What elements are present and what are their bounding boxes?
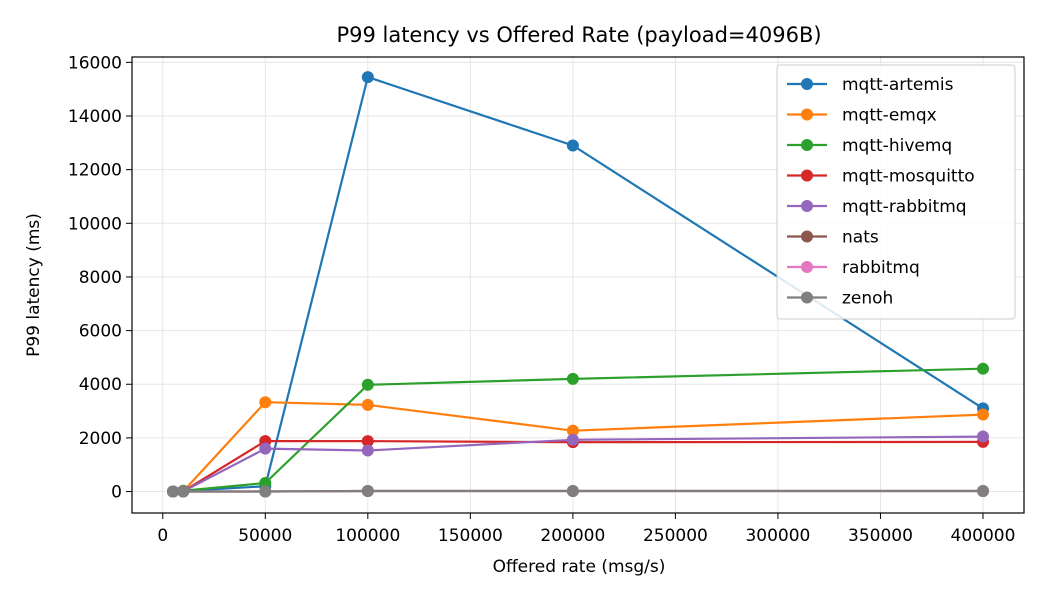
data-point xyxy=(361,435,374,448)
series-layer xyxy=(167,71,989,498)
x-tick-label: 150000 xyxy=(438,526,503,546)
legend-box xyxy=(776,64,1016,320)
y-tick-label: 14000 xyxy=(68,107,122,127)
y-tick-label: 12000 xyxy=(68,161,122,181)
series-line xyxy=(172,401,984,493)
legend-swatch-marker xyxy=(801,261,813,273)
data-point xyxy=(361,444,374,457)
data-point xyxy=(976,408,989,421)
legend-item: zenoh xyxy=(787,289,893,309)
data-point xyxy=(566,372,579,385)
chart-title: P99 latency vs Offered Rate (payload=409… xyxy=(336,23,821,47)
data-point xyxy=(361,378,374,391)
legend-item: rabbitmq xyxy=(787,258,920,278)
x-tick-label: 400000 xyxy=(951,526,1016,546)
series-mqtt-emqx xyxy=(167,396,989,498)
x-axis-title: Offered rate (msg/s) xyxy=(493,557,666,577)
data-point xyxy=(566,139,579,152)
legend-label: mqtt-artemis xyxy=(842,75,954,95)
y-tick-label: 4000 xyxy=(79,375,122,395)
legend: mqtt-artemis mqtt-emqx mqtt-hivemq mqtt-mos… xyxy=(776,64,1016,320)
y-tick-label: 2000 xyxy=(79,429,122,449)
data-point xyxy=(361,485,374,498)
legend-swatch-marker xyxy=(801,78,813,90)
data-point xyxy=(361,71,374,84)
legend-label: mqtt-rabbitmq xyxy=(842,197,967,217)
x-axis-ticks: 0 50000 100000 150000 200000 250000 300000 3500… xyxy=(157,513,1015,546)
legend-label: rabbitmq xyxy=(842,258,920,278)
data-point xyxy=(259,476,272,489)
legend-item: nats xyxy=(787,228,879,248)
y-tick-label: 16000 xyxy=(68,53,122,73)
legend-label: nats xyxy=(842,228,879,248)
x-tick-label: 0 xyxy=(157,526,168,546)
x-tick-label: 250000 xyxy=(643,526,708,546)
legend-item: mqtt-hivemq xyxy=(787,136,952,156)
y-tick-label: 0 xyxy=(111,483,122,503)
y-axis-ticks: 0 2000 4000 6000 8000 10000 12000 14000 16000 xyxy=(68,53,132,503)
y-tick-label: 6000 xyxy=(79,322,122,342)
data-point xyxy=(566,424,579,437)
data-point xyxy=(976,485,989,498)
legend-swatch-marker xyxy=(801,200,813,212)
data-point xyxy=(566,485,579,498)
legend-item: mqtt-artemis xyxy=(787,75,954,95)
legend-label: mqtt-emqx xyxy=(842,106,937,126)
data-point xyxy=(259,442,272,455)
y-tick-label: 8000 xyxy=(79,268,122,288)
x-tick-label: 200000 xyxy=(540,526,605,546)
series-zenoh xyxy=(167,485,989,498)
legend-item: mqtt-emqx xyxy=(787,106,937,126)
data-point xyxy=(976,430,989,443)
legend-item: mqtt-mosquitto xyxy=(787,167,975,187)
legend-label: zenoh xyxy=(842,289,893,309)
data-point xyxy=(976,362,989,375)
legend-swatch-marker xyxy=(801,139,813,151)
data-point xyxy=(167,485,180,498)
x-tick-label: 300000 xyxy=(745,526,810,546)
y-axis-title: P99 latency (ms) xyxy=(24,213,44,357)
x-tick-label: 100000 xyxy=(335,526,400,546)
legend-swatch-marker xyxy=(801,169,813,182)
x-tick-label: 50000 xyxy=(238,526,292,546)
legend-label: mqtt-hivemq xyxy=(842,136,952,156)
legend-item: mqtt-rabbitmq xyxy=(787,197,967,217)
data-point xyxy=(177,485,190,498)
y-tick-label: 10000 xyxy=(68,214,122,234)
x-tick-label: 350000 xyxy=(848,526,913,546)
plot-frame xyxy=(131,56,1025,514)
legend-swatch-marker xyxy=(801,291,813,304)
data-point xyxy=(566,433,579,446)
data-point xyxy=(259,396,272,409)
legend-swatch-marker xyxy=(801,230,813,243)
legend-label: mqtt-mosquitto xyxy=(842,167,975,187)
data-point xyxy=(361,398,374,411)
legend-swatch-marker xyxy=(801,108,813,121)
data-point xyxy=(259,485,272,498)
